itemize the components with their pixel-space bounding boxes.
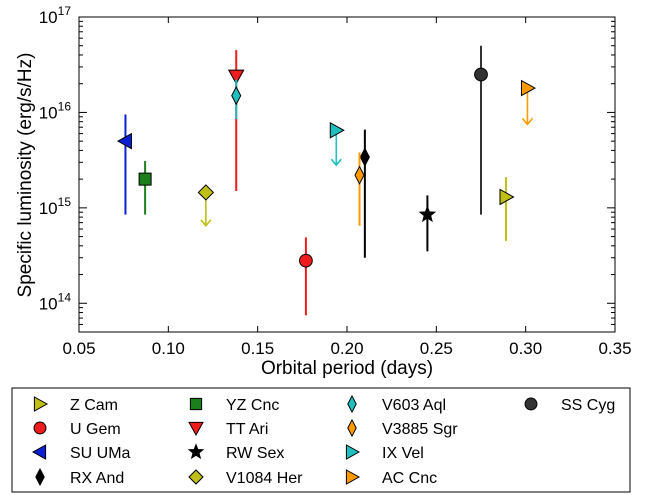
legend-label: RW Sex bbox=[226, 445, 284, 462]
marker bbox=[227, 69, 245, 85]
legend-label: V3885 Sgr bbox=[382, 421, 458, 438]
legend-marker bbox=[35, 467, 45, 487]
legend-label: YZ Cnc bbox=[226, 397, 279, 414]
legend-marker bbox=[187, 443, 205, 460]
legend-label: SU UMa bbox=[70, 445, 131, 462]
marker bbox=[354, 165, 365, 185]
y-tick-label: 1014 bbox=[39, 290, 72, 313]
point-rx-and bbox=[359, 129, 370, 258]
upper-limit-arrowhead bbox=[200, 219, 212, 227]
legend-item-v603-aql: V603 Aql bbox=[347, 394, 446, 414]
legend-item-z-cam: Z Cam bbox=[33, 396, 118, 414]
point-v3885-sgr bbox=[354, 152, 365, 226]
x-tick-label: 0.15 bbox=[241, 339, 274, 358]
legend-marker bbox=[345, 444, 361, 460]
legend-item-ac-cnc: AC Cnc bbox=[345, 469, 437, 487]
plot-frame bbox=[78, 16, 616, 333]
legend-label: AC Cnc bbox=[382, 470, 437, 487]
legend-label: V1084 Her bbox=[226, 470, 303, 487]
legend-label: IX Vel bbox=[382, 445, 424, 462]
legend: Z Cam U Gem SU UMa RX And YZ Cnc TT Ari RW Sex… bbox=[31, 394, 615, 487]
point-z-cam bbox=[499, 177, 515, 241]
x-axis-title: Orbital period (days) bbox=[261, 358, 433, 379]
point-su-uma bbox=[116, 114, 132, 215]
legend-marker bbox=[33, 421, 47, 435]
legend-label: RX And bbox=[70, 470, 124, 487]
y-tick-label: 1016 bbox=[39, 99, 72, 122]
x-tick-label: 0.35 bbox=[598, 339, 631, 358]
legend-marker bbox=[347, 418, 357, 438]
point-ac-cnc bbox=[520, 79, 536, 126]
legend-marker bbox=[31, 444, 47, 460]
marker bbox=[499, 188, 515, 206]
point-v603-aql bbox=[231, 79, 242, 120]
legend-marker bbox=[189, 397, 203, 411]
point-u-gem bbox=[299, 237, 313, 316]
marker bbox=[359, 147, 370, 167]
marker bbox=[299, 253, 313, 268]
marker bbox=[520, 79, 536, 97]
legend-marker bbox=[524, 397, 538, 411]
y-axis-title: Specific luminosity (erg/s/Hz) bbox=[15, 53, 36, 298]
data-points bbox=[116, 45, 536, 316]
x-tick-label: 0.20 bbox=[330, 339, 363, 358]
x-tick-label: 0.05 bbox=[62, 339, 95, 358]
legend-item-su-uma: SU UMa bbox=[31, 444, 131, 462]
legend-marker bbox=[345, 469, 361, 485]
x-tick-label: 0.30 bbox=[509, 339, 542, 358]
y-axis: 1014 1015 1016 1017 bbox=[39, 4, 615, 333]
legend-marker bbox=[188, 421, 204, 437]
x-axis: 0.05 0.10 0.15 0.20 0.25 0.30 0.35 bbox=[62, 17, 632, 358]
legend-label: TT Ari bbox=[226, 421, 268, 438]
point-ix-vel bbox=[329, 121, 345, 167]
legend-item-v3885-sgr: V3885 Sgr bbox=[347, 418, 458, 438]
point-rw-sex bbox=[418, 195, 437, 252]
legend-item-u-gem: U Gem bbox=[33, 421, 121, 438]
x-tick-label: 0.25 bbox=[420, 339, 453, 358]
legend-label: V603 Aql bbox=[382, 397, 446, 414]
legend-item-ix-vel: IX Vel bbox=[345, 444, 424, 462]
legend-item-rx-and: RX And bbox=[35, 467, 124, 487]
upper-limit-arrowhead bbox=[330, 158, 342, 167]
marker bbox=[329, 121, 345, 139]
point-tt-ari bbox=[227, 50, 245, 192]
marker bbox=[138, 172, 152, 186]
legend-marker bbox=[33, 396, 49, 412]
legend-marker bbox=[188, 469, 204, 485]
legend-item-v1084-her: V1084 Her bbox=[188, 469, 303, 487]
legend-marker bbox=[347, 394, 357, 414]
x-tick-label: 0.10 bbox=[152, 339, 185, 358]
point-yz-cnc bbox=[138, 160, 152, 215]
legend-item-yz-cnc: YZ Cnc bbox=[189, 397, 279, 414]
y-tick-label: 1017 bbox=[39, 4, 72, 27]
marker bbox=[231, 85, 242, 106]
point-ss-cyg bbox=[474, 45, 488, 215]
y-tick-label: 1015 bbox=[39, 195, 72, 218]
upper-limit-arrowhead bbox=[521, 117, 534, 126]
legend-item-ss-cyg: SS Cyg bbox=[524, 397, 615, 414]
legend-item-tt-ari: TT Ari bbox=[188, 421, 268, 438]
legend-label: Z Cam bbox=[70, 397, 118, 414]
marker bbox=[116, 132, 132, 150]
point-v1084-her bbox=[197, 184, 215, 227]
marker bbox=[197, 184, 215, 201]
legend-label: U Gem bbox=[70, 421, 121, 438]
marker bbox=[418, 205, 437, 223]
legend-label: SS Cyg bbox=[561, 397, 615, 414]
legend-item-rw-sex: RW Sex bbox=[187, 443, 284, 462]
marker bbox=[474, 67, 488, 82]
